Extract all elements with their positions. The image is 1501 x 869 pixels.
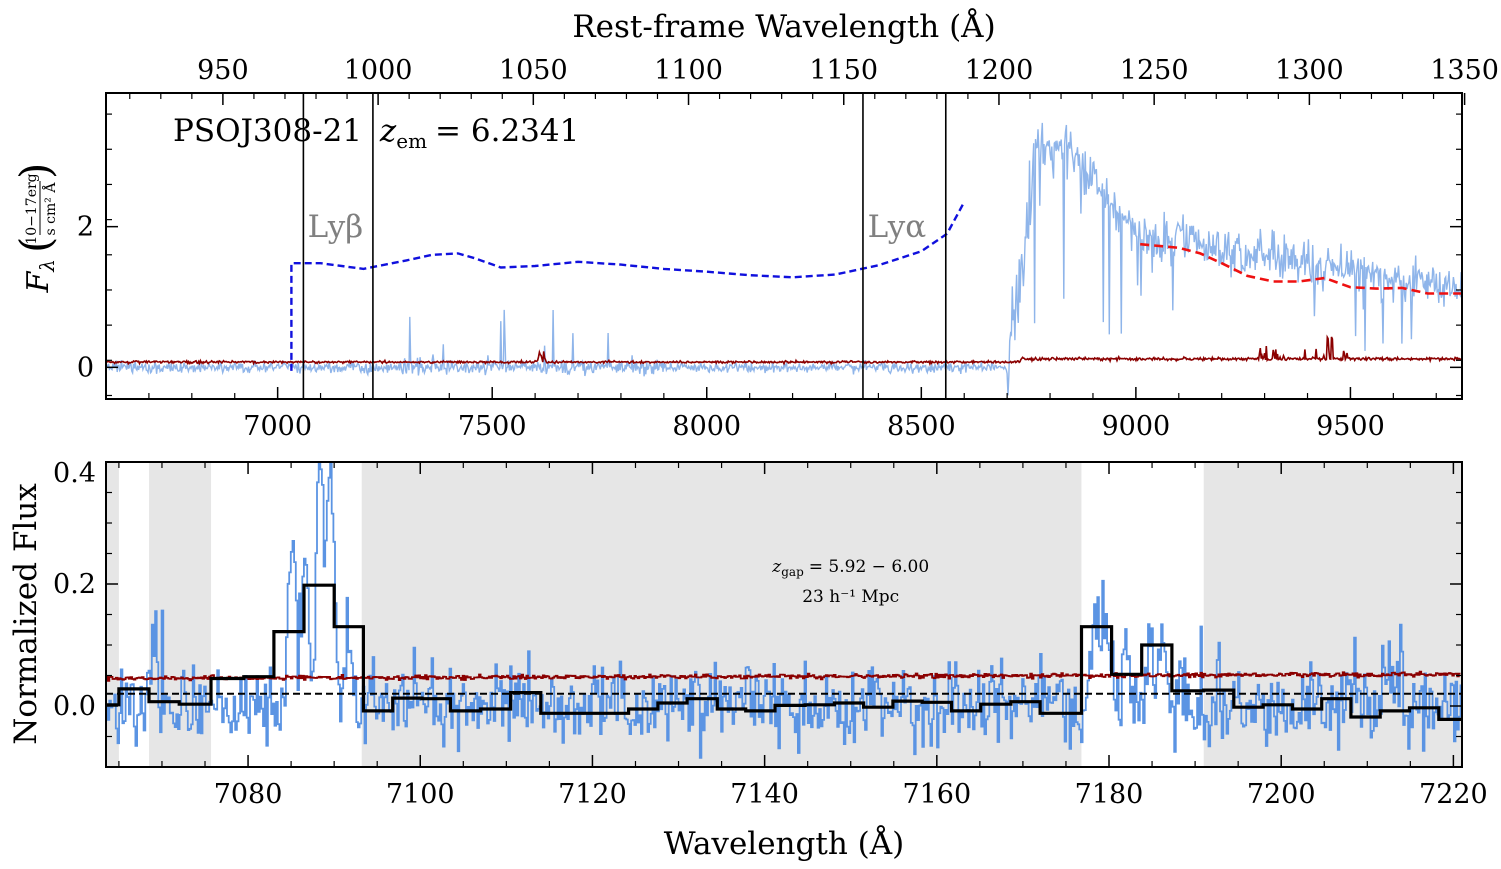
unit-denominator: s cm² Å (41, 182, 59, 236)
paren-open: ( (11, 237, 60, 253)
x-tick-label-7000: 7000 (243, 411, 312, 442)
x-tick-label-8500: 8500 (887, 411, 956, 442)
bottom-x-axis-title: Wavelength (Å) (664, 824, 904, 862)
top-panel: 7000 7500 8000 8500 9000 9500 950 1000 1050 1100… (11, 7, 1499, 442)
bx-tick-label-7080: 7080 (214, 779, 283, 810)
shaded-region-1 (106, 462, 119, 767)
flux-symbol: Fλ (21, 259, 59, 294)
rest-frame-axis-title: Rest-frame Wavelength (Å) (572, 7, 995, 45)
rest-frame-ticks: 950 1000 1050 1100 1150 1200 1250 1300 1350 (129, 55, 1499, 105)
quasar-label: PSOJ308-21 zem = 6.2341 (173, 113, 579, 153)
by-tick-label-0.4: 0.4 (53, 458, 96, 489)
gap-redshift-label: zgap = 5.92 − 6.00 (771, 557, 929, 579)
top-noise-spectrum (106, 334, 1462, 367)
unit-numerator: 10−17erg (24, 173, 40, 244)
bx-tick-label-7100: 7100 (386, 779, 455, 810)
red-fit-line (1140, 242, 1462, 295)
z-value: = 6.2341 (435, 113, 579, 149)
binned-flux-step (106, 583, 1462, 722)
x-tick-label-9500: 9500 (1316, 411, 1385, 442)
x-tick-label-8000: 8000 (672, 411, 741, 442)
z-symbol: z (379, 113, 397, 149)
y-tick-label-2: 2 (77, 212, 94, 243)
bottom-panel-y-ticks: 0.0 0.2 0.4 (53, 458, 1462, 768)
rest-tick-label-1050: 1050 (499, 55, 568, 86)
bx-tick-label-7180: 7180 (1075, 779, 1144, 810)
quasar-name: PSOJ308-21 (173, 113, 362, 149)
bottom-panel: 7080 7100 7120 7140 7160 7180 7200 7220 0.00.20… (8, 458, 1488, 862)
rest-tick-label-950: 950 (197, 55, 249, 86)
x-tick-label-9000: 9000 (1102, 411, 1171, 442)
y-tick-label-0: 0 (77, 352, 94, 383)
bottom-noise-spectrum (106, 670, 1461, 682)
bx-tick-label-7120: 7120 (558, 779, 627, 810)
paren-close: ) (11, 163, 60, 179)
z-subscript: em (396, 129, 427, 153)
bx-tick-label-7160: 7160 (902, 779, 971, 810)
bx-tick-label-7200: 7200 (1247, 779, 1316, 810)
x-tick-label-7500: 7500 (458, 411, 527, 442)
by-tick-label-0.2: 0.2 (53, 569, 96, 600)
bottom-y-axis-title: Normalized Flux (8, 483, 44, 745)
line-markers (302, 93, 947, 399)
bx-tick-label-7140: 7140 (730, 779, 799, 810)
rest-tick-label-1300: 1300 (1275, 55, 1344, 86)
by-tick-label-0.0: 0.0 (53, 691, 96, 722)
top-panel-y-ticks: 02 (77, 113, 1462, 397)
bx-tick-label-7220: 7220 (1419, 779, 1488, 810)
rest-tick-label-1150: 1150 (809, 55, 878, 86)
rest-tick-label-1350: 1350 (1430, 55, 1499, 86)
gap-length-label: 23 h⁻¹ Mpc (802, 587, 899, 607)
top-y-axis-title: Fλ ( 10−17erg s cm² Å ) (11, 163, 60, 294)
top-panel-frame (105, 92, 1463, 400)
top-panel-x-ticks: 7000 7500 8000 8500 9000 9500 (148, 387, 1437, 442)
rest-tick-label-1100: 1100 (654, 55, 723, 86)
continuum-fit-line (290, 201, 966, 371)
ly-beta-label: Lyβ (308, 209, 363, 245)
rest-tick-label-1200: 1200 (965, 55, 1034, 86)
rest-tick-label-1000: 1000 (344, 55, 413, 86)
ly-alpha-label: Lyα (868, 209, 927, 245)
bottom-panel-x-ticks: 7080 7100 7120 7140 7160 7180 7200 7220 (118, 462, 1488, 810)
rest-tick-label-1250: 1250 (1120, 55, 1189, 86)
